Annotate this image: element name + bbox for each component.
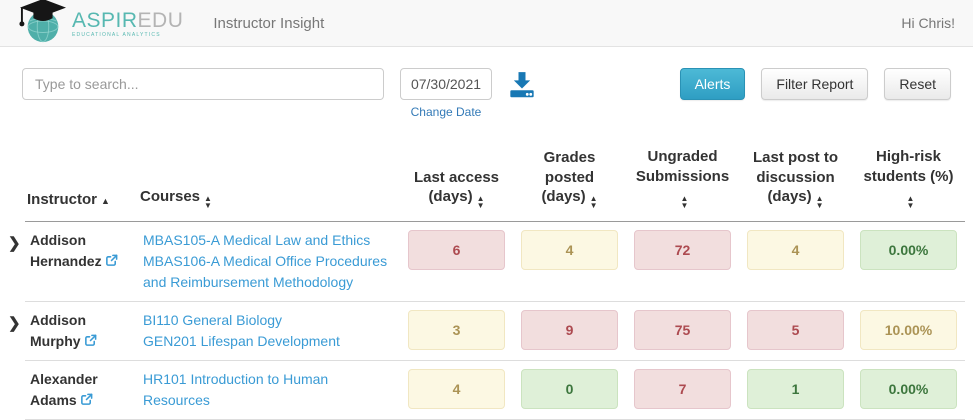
- aspiredu-logo[interactable]: ASPIREDU EDUCATIONAL ANALYTICS: [18, 0, 183, 49]
- toolbar: Change Date Alerts Filter Report Reset: [0, 47, 973, 119]
- instructor-name: Addison Hernandez: [30, 232, 102, 269]
- instructor-table-area: Instructor Courses Last access (days) Gr…: [8, 133, 965, 420]
- course-link[interactable]: BI110 General Biology: [143, 312, 283, 328]
- column-header-ungraded-submissions[interactable]: Ungraded Submissions: [626, 133, 739, 222]
- column-header-last-post-discussion[interactable]: Last post to discussion (days): [739, 133, 852, 222]
- external-link-icon[interactable]: [102, 253, 118, 269]
- column-header-courses[interactable]: Courses: [138, 133, 400, 222]
- sort-icon: [101, 197, 110, 206]
- metric-last-access: 4: [408, 369, 505, 409]
- expand-chevron-icon[interactable]: ❯: [8, 234, 21, 252]
- sort-icon: [204, 195, 212, 209]
- instructor-table: Instructor Courses Last access (days) Gr…: [8, 133, 965, 420]
- expand-chevron-icon[interactable]: ❯: [8, 314, 21, 332]
- course-link[interactable]: HR101 Introduction to Human Resources: [143, 371, 329, 408]
- table-row: ❯ Addison Hernandez MBAS105-A Medical La…: [8, 221, 965, 302]
- metric-grades-posted: 9: [521, 310, 618, 350]
- metric-last-post-discussion: 1: [747, 369, 844, 409]
- metric-last-access: 6: [408, 230, 505, 270]
- download-button[interactable]: [508, 71, 536, 102]
- metric-last-post-discussion: 4: [747, 230, 844, 270]
- brand-primary-text: ASPIR: [72, 9, 138, 32]
- graduation-cap-globe-icon: [18, 0, 68, 49]
- instructor-name: Addison Murphy: [30, 312, 86, 349]
- user-greeting: Hi Chris!: [901, 15, 955, 31]
- date-group: Change Date: [400, 68, 492, 119]
- metric-high-risk-students: 0.00%: [860, 369, 957, 409]
- table-row: ❯ Addison Murphy BI110 General Biology G…: [8, 301, 965, 361]
- table-row: ❯ Alexander Adams HR101 Introduction to …: [8, 360, 965, 420]
- metric-last-post-discussion: 5: [747, 310, 844, 350]
- column-header-grades-posted[interactable]: Grades posted (days): [513, 133, 626, 222]
- metric-grades-posted: 0: [521, 369, 618, 409]
- metric-ungraded-submissions: 72: [634, 230, 731, 270]
- brand-secondary-text: EDU: [137, 9, 184, 32]
- external-link-icon[interactable]: [77, 392, 93, 408]
- filter-report-button[interactable]: Filter Report: [761, 68, 869, 100]
- alerts-button[interactable]: Alerts: [679, 68, 746, 100]
- report-date-input[interactable]: [400, 68, 492, 100]
- download-icon: [508, 72, 536, 102]
- sort-icon: [907, 195, 915, 209]
- metric-high-risk-students: 0.00%: [860, 230, 957, 270]
- page-title: Instructor Insight: [213, 14, 325, 32]
- metric-last-access: 3: [408, 310, 505, 350]
- sort-icon: [590, 195, 598, 209]
- table-header-row: Instructor Courses Last access (days) Gr…: [8, 133, 965, 222]
- reset-button[interactable]: Reset: [884, 68, 951, 100]
- course-link[interactable]: MBAS106-A Medical Office Procedures and …: [143, 253, 388, 290]
- top-navbar: ASPIREDU EDUCATIONAL ANALYTICS Instructo…: [0, 0, 973, 47]
- sort-icon: [681, 195, 689, 209]
- course-link[interactable]: MBAS105-A Medical Law and Ethics: [143, 232, 371, 248]
- metric-high-risk-students: 10.00%: [860, 310, 957, 350]
- course-link[interactable]: GEN201 Lifespan Development: [143, 333, 340, 349]
- metric-ungraded-submissions: 75: [634, 310, 731, 350]
- expand-column-header: [8, 133, 25, 222]
- brand-wordmark: ASPIREDU EDUCATIONAL ANALYTICS: [72, 10, 183, 38]
- brand-tagline: EDUCATIONAL ANALYTICS: [72, 32, 161, 38]
- change-date-link[interactable]: Change Date: [410, 105, 482, 119]
- toolbar-buttons: Alerts Filter Report Reset: [679, 68, 951, 100]
- metric-ungraded-submissions: 7: [634, 369, 731, 409]
- sort-icon: [816, 195, 824, 209]
- sort-icon: [477, 195, 485, 209]
- external-link-icon[interactable]: [81, 333, 97, 349]
- column-header-instructor[interactable]: Instructor: [25, 133, 138, 222]
- metric-grades-posted: 4: [521, 230, 618, 270]
- column-header-last-access[interactable]: Last access (days): [400, 133, 513, 222]
- column-header-high-risk-students[interactable]: High-risk students (%): [852, 133, 965, 222]
- search-input[interactable]: [22, 68, 384, 100]
